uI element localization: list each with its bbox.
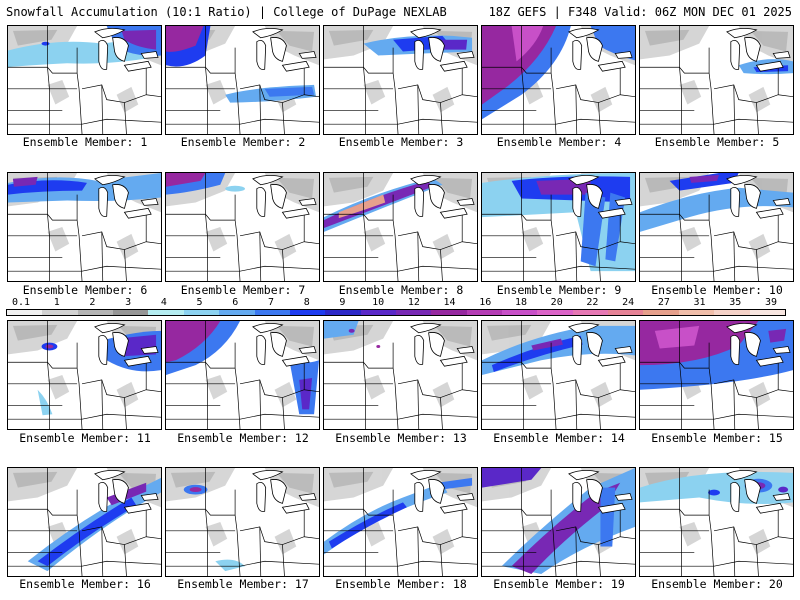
colorbar-swatch [749,310,785,315]
ensemble-member-label: Ensemble Member: 12 [177,431,309,445]
colorbar-tick-label: 8 [303,297,310,308]
colorbar-tick-label: 27 [657,297,670,308]
colorbar-tick-label: 4 [160,297,167,308]
colorbar-tick-label: 16 [479,297,492,308]
colorbar-tick-label: 12 [407,297,420,308]
colorbar-swatch [537,310,573,315]
ensemble-member-label: Ensemble Member: 3 [338,135,464,149]
colorbar-tick-label: 31 [693,297,706,308]
ensemble-member-map [481,320,636,430]
ensemble-member-map [639,467,794,577]
colorbar-tick-label: 14 [443,297,456,308]
colorbar-tick-label: 5 [196,297,203,308]
ensemble-member-label: Ensemble Member: 7 [180,283,306,297]
colorbar-tick-label: 10 [372,297,385,308]
colorbar-tick-label: 18 [514,297,528,308]
colorbar-tick-label: 6 [232,297,239,308]
ensemble-member-map [323,25,478,135]
colorbar-tick-label: 39 [764,297,778,308]
ensemble-member-map [7,25,162,135]
ensemble-member-map [165,172,320,282]
ensemble-member-map [639,320,794,430]
ensemble-member-label: Ensemble Member: 6 [22,283,148,297]
ensemble-member-map [323,467,478,577]
ensemble-member-label: Ensemble Member: 1 [22,135,148,149]
ensemble-member-label: Ensemble Member: 15 [651,431,783,445]
colorbar-swatch [113,310,149,315]
colorbar-tick-label: 24 [622,297,635,308]
colorbar-tick-label: 7 [267,297,275,308]
colorbar-swatch [572,310,609,315]
colorbar-swatch [714,310,750,315]
ensemble-member-label: Ensemble Member: 16 [19,577,151,591]
ensemble-member-label: Ensemble Member: 17 [177,577,309,591]
colorbar-tick-label: 2 [89,297,96,308]
colorbar-swatch [289,310,326,315]
ensemble-member-map [7,467,162,577]
colorbar-swatch [148,310,184,315]
ensemble-member-label: Ensemble Member: 11 [19,431,151,445]
ensemble-member-map [7,320,162,430]
ensemble-member-label: Ensemble Member: 9 [496,283,622,297]
colorbar-swatch [42,310,78,315]
ensemble-member-map [165,25,320,135]
colorbar-swatch [678,310,715,315]
ensemble-member-map [165,467,320,577]
ensemble-member-label: Ensemble Member: 13 [335,431,467,445]
ensemble-member-map [481,467,636,577]
map-title: Snowfall Accumulation (10:1 Ratio) | Col… [6,5,447,19]
colorbar-tick-label: 3 [125,297,132,308]
ensemble-member-label: Ensemble Member: 8 [338,283,464,297]
colorbar-swatch [219,310,255,315]
colorbar-swatch [7,310,43,315]
ensemble-member-label: Ensemble Member: 20 [651,577,783,591]
ensemble-member-map [481,172,636,282]
colorbar-tick-label: 35 [729,297,742,308]
colorbar-swatch [254,310,290,315]
ensemble-member-label: Ensemble Member: 5 [654,135,780,149]
ensemble-member-map [481,25,636,135]
colorbar-swatch [360,310,396,315]
ensemble-member-map [165,320,320,430]
ensemble-member-map [639,172,794,282]
ensemble-member-map [7,172,162,282]
ensemble-member-label: Ensemble Member: 10 [651,283,783,297]
snowfall-colorbar [6,309,786,316]
ensemble-member-map [323,320,478,430]
ensemble-member-label: Ensemble Member: 19 [493,577,625,591]
ensemble-member-label: Ensemble Member: 4 [496,135,622,149]
ensemble-member-label: Ensemble Member: 18 [335,577,467,591]
colorbar-swatch [502,310,538,315]
colorbar-tick-label: 20 [550,297,563,308]
colorbar-tick-label: 22 [586,297,599,308]
colorbar-tick-label: 9 [339,297,346,308]
colorbar-swatch [183,310,220,315]
colorbar-swatch [395,310,432,315]
colorbar-swatch [466,310,503,315]
ensemble-member-map [323,172,478,282]
colorbar-swatch [643,310,679,315]
colorbar-swatch [325,310,361,315]
colorbar-swatch [431,310,467,315]
ensemble-member-label: Ensemble Member: 14 [493,431,625,445]
colorbar-swatch [77,310,114,315]
run-valid-time: 18Z GEFS | F348 Valid: 06Z MON DEC 01 20… [488,5,792,19]
colorbar-tick-label: 0.1 [11,297,31,308]
ensemble-member-map [639,25,794,135]
colorbar-swatch [608,310,644,315]
colorbar-tick-label: 1 [53,297,60,308]
ensemble-member-label: Ensemble Member: 2 [180,135,306,149]
